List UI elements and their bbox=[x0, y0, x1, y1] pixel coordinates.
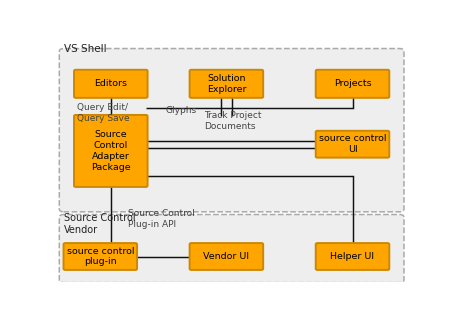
Text: Editors: Editors bbox=[94, 79, 127, 88]
Text: Projects: Projects bbox=[333, 79, 370, 88]
Text: Glyphs: Glyphs bbox=[165, 107, 196, 115]
Text: VS Shell: VS Shell bbox=[63, 44, 106, 54]
Text: Source
Control
Adapter
Package: Source Control Adapter Package bbox=[91, 130, 130, 171]
Text: Source Control
Plug-in API: Source Control Plug-in API bbox=[128, 209, 195, 229]
Text: Vendor UI: Vendor UI bbox=[203, 252, 249, 261]
FancyBboxPatch shape bbox=[189, 243, 262, 270]
FancyBboxPatch shape bbox=[74, 115, 147, 187]
Text: Track Project
Documents: Track Project Documents bbox=[203, 111, 261, 131]
FancyBboxPatch shape bbox=[74, 70, 147, 98]
FancyBboxPatch shape bbox=[59, 215, 403, 283]
FancyBboxPatch shape bbox=[315, 70, 388, 98]
Text: Helper UI: Helper UI bbox=[330, 252, 374, 261]
Text: Source Control
Vendor: Source Control Vendor bbox=[63, 213, 135, 235]
FancyBboxPatch shape bbox=[59, 49, 403, 212]
FancyBboxPatch shape bbox=[315, 243, 388, 270]
Text: source control
UI: source control UI bbox=[318, 134, 386, 154]
Text: source control
plug-in: source control plug-in bbox=[66, 247, 134, 266]
Text: Solution
Explorer: Solution Explorer bbox=[206, 74, 246, 94]
FancyBboxPatch shape bbox=[63, 243, 137, 270]
FancyBboxPatch shape bbox=[189, 70, 262, 98]
FancyBboxPatch shape bbox=[315, 131, 388, 158]
Text: Query Edit/
Query Save: Query Edit/ Query Save bbox=[77, 103, 129, 123]
